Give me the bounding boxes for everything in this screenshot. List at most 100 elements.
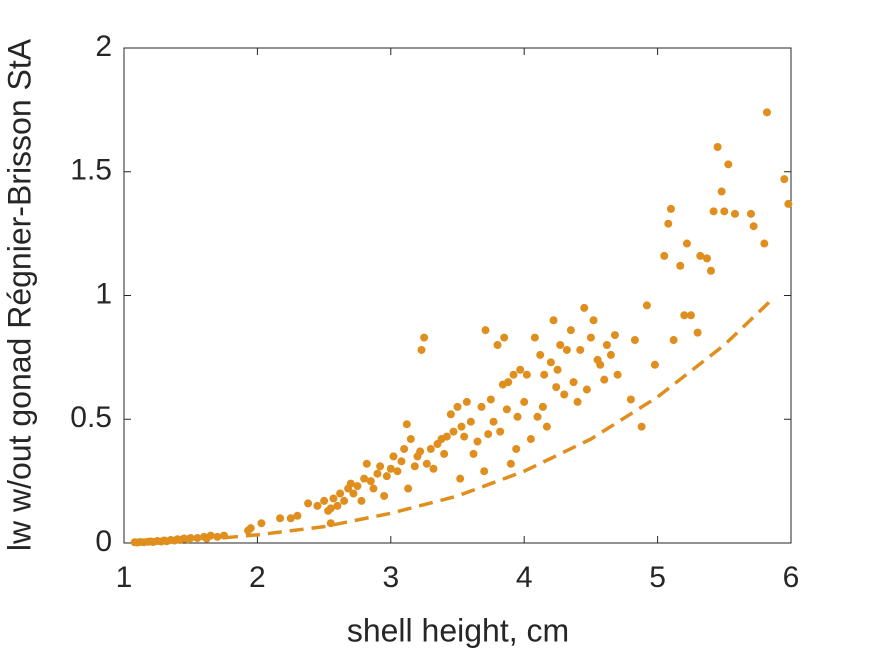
y-tick-label: 1.5 xyxy=(70,154,112,187)
point xyxy=(566,326,575,335)
point xyxy=(686,311,695,320)
point xyxy=(366,477,375,486)
point xyxy=(606,350,615,359)
point xyxy=(556,341,565,349)
point xyxy=(446,410,455,419)
point xyxy=(257,519,266,528)
point xyxy=(469,449,478,458)
point xyxy=(600,375,609,384)
point xyxy=(586,333,595,342)
x-tick-label: 1 xyxy=(116,561,133,594)
point xyxy=(404,484,413,493)
point xyxy=(346,479,355,488)
point xyxy=(453,402,462,411)
point xyxy=(549,316,558,325)
point xyxy=(522,370,531,379)
point xyxy=(749,222,758,231)
point xyxy=(533,412,542,421)
point xyxy=(326,504,335,513)
point xyxy=(480,467,489,476)
point xyxy=(481,326,490,335)
point xyxy=(422,459,431,468)
point xyxy=(720,207,729,216)
point xyxy=(313,501,322,510)
point xyxy=(489,417,498,426)
point xyxy=(462,397,471,406)
point xyxy=(516,365,525,374)
x-axis-label: shell height, cm xyxy=(347,612,569,648)
point xyxy=(642,301,651,310)
point xyxy=(610,331,619,340)
point xyxy=(340,496,349,505)
point xyxy=(546,358,555,367)
point xyxy=(540,370,549,379)
point xyxy=(693,328,702,337)
point xyxy=(664,219,673,228)
point xyxy=(373,469,382,478)
point xyxy=(502,405,511,414)
point xyxy=(680,311,689,320)
point xyxy=(477,402,486,411)
point xyxy=(326,519,335,528)
point xyxy=(420,333,429,342)
point xyxy=(293,511,302,520)
point xyxy=(509,370,518,379)
y-tick-label: 0 xyxy=(95,525,112,558)
point xyxy=(393,467,402,476)
point xyxy=(569,378,578,387)
y-tick-label: 2 xyxy=(95,30,112,63)
point xyxy=(410,462,419,471)
point xyxy=(406,435,415,444)
point xyxy=(357,496,366,505)
point xyxy=(382,472,391,481)
plot-box xyxy=(123,47,792,544)
point xyxy=(186,534,195,543)
point xyxy=(589,316,598,325)
point xyxy=(362,459,371,468)
point xyxy=(336,489,345,498)
point xyxy=(486,395,495,404)
point xyxy=(400,444,409,453)
point xyxy=(582,385,591,394)
point xyxy=(457,422,466,431)
point xyxy=(386,464,395,473)
point xyxy=(484,430,493,439)
point xyxy=(576,345,585,354)
point xyxy=(602,341,611,349)
point xyxy=(637,422,646,431)
point xyxy=(626,395,635,404)
point xyxy=(360,474,369,483)
point xyxy=(349,489,358,498)
point xyxy=(369,484,378,493)
fit-line xyxy=(223,299,773,540)
point xyxy=(496,427,505,436)
y-tick-label: 1 xyxy=(95,277,112,310)
point xyxy=(466,417,475,426)
point xyxy=(650,360,659,369)
point xyxy=(762,108,771,117)
point xyxy=(442,432,451,441)
x-tick-label: 4 xyxy=(516,561,533,594)
point xyxy=(780,175,789,184)
point xyxy=(730,209,739,218)
point xyxy=(276,514,285,523)
point xyxy=(389,452,398,461)
point xyxy=(426,444,435,453)
point xyxy=(504,378,513,387)
point xyxy=(429,464,438,473)
point xyxy=(246,524,255,533)
point xyxy=(682,239,691,248)
point xyxy=(506,459,515,468)
point xyxy=(417,345,426,354)
point xyxy=(493,341,502,349)
point xyxy=(513,412,522,421)
x-tick-label: 3 xyxy=(382,561,399,594)
point xyxy=(562,345,571,354)
point xyxy=(760,239,769,248)
x-tick-label: 5 xyxy=(649,561,666,594)
point xyxy=(333,501,342,510)
point xyxy=(353,482,362,491)
point xyxy=(536,350,545,359)
point xyxy=(397,457,406,466)
